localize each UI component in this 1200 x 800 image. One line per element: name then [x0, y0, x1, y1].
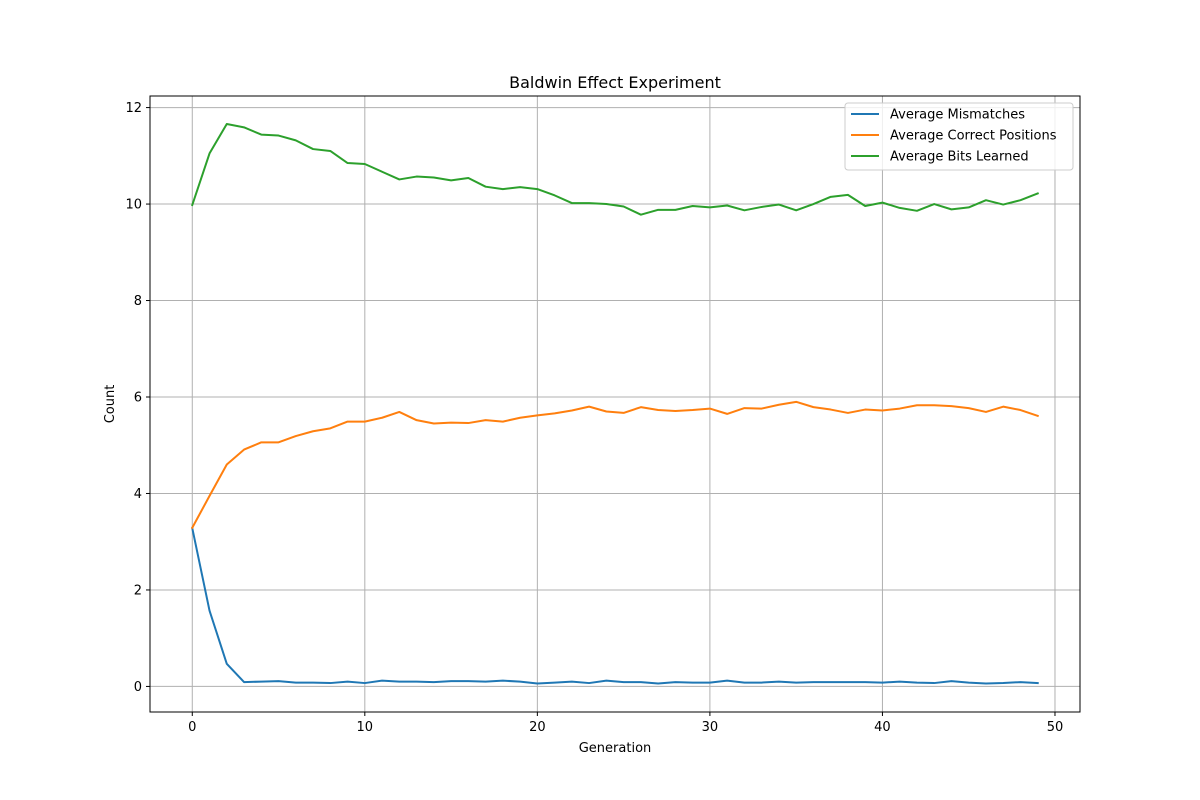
x-tick-label: 50 — [1047, 720, 1064, 735]
y-tick-label: 10 — [125, 198, 142, 213]
grid-lines — [150, 96, 1080, 712]
series-line-average-bits-learned — [191, 122, 1040, 216]
x-axis: 0 10 20 30 40 50 — [188, 712, 1063, 735]
x-tick-label: 40 — [874, 720, 891, 735]
y-tick-label: 0 — [134, 680, 142, 695]
x-tick-label: 30 — [702, 720, 719, 735]
legend-label-average-correct-positions: Average Correct Positions — [890, 129, 1057, 144]
y-axis-label: Count — [103, 385, 118, 424]
y-tick-label: 2 — [134, 583, 142, 598]
y-tick-label: 4 — [134, 487, 142, 502]
chart-title: Baldwin Effect Experiment — [509, 73, 721, 92]
y-axis: 0 2 4 6 8 10 12 — [125, 101, 150, 695]
y-tick-label: 6 — [134, 391, 142, 406]
legend-box — [844, 102, 1074, 171]
x-tick-label: 20 — [529, 720, 546, 735]
series-line-average-correct-positions — [190, 400, 1039, 530]
x-axis-label: Generation — [579, 741, 652, 756]
y-tick-label: 12 — [125, 101, 142, 116]
legend: Average Mismatches Average Correct Positi… — [844, 102, 1074, 171]
series-layer — [190, 122, 1040, 685]
plot-frame — [149, 95, 1081, 713]
series-line-average-mismatches — [191, 527, 1039, 685]
x-tick-label: 0 — [188, 720, 196, 735]
legend-label-average-bits-learned: Average Bits Learned — [890, 150, 1029, 165]
legend-label-average-mismatches: Average Mismatches — [890, 108, 1025, 123]
x-tick-label: 10 — [357, 720, 374, 735]
y-tick-label: 8 — [134, 294, 142, 309]
